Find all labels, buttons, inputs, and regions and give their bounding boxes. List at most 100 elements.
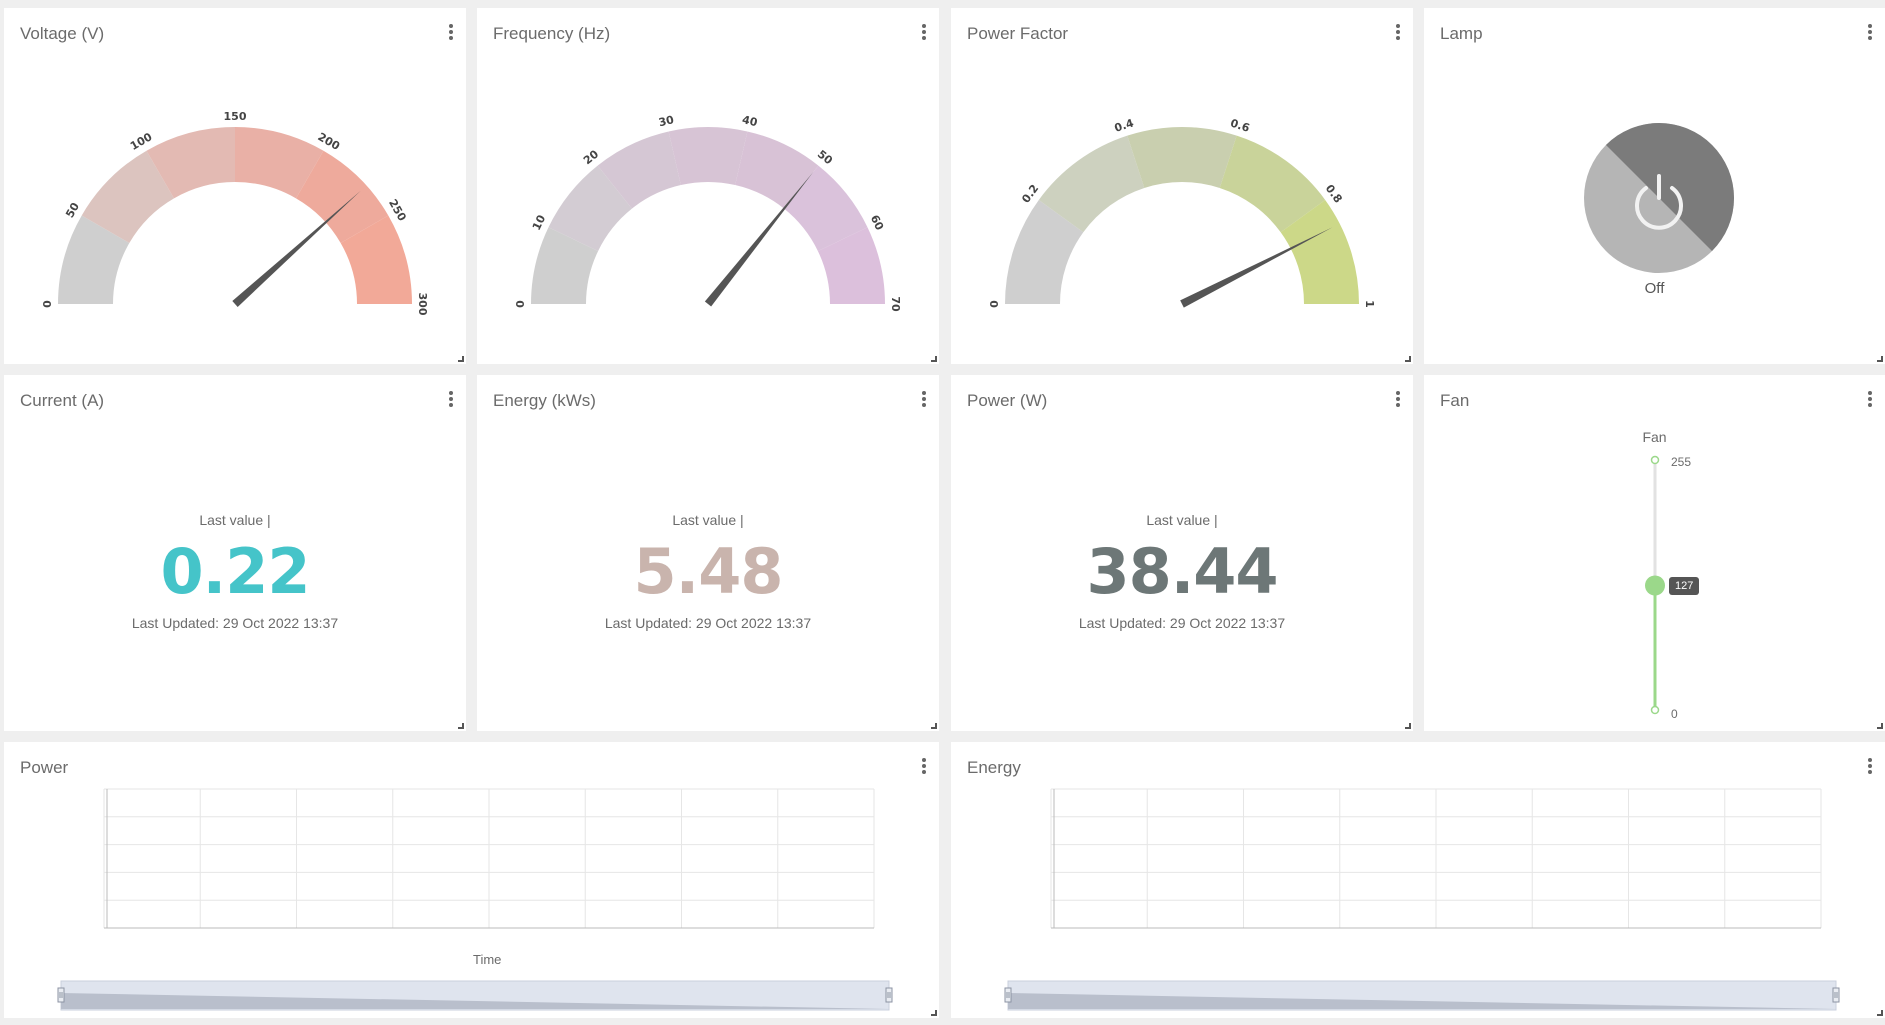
- lamp-toggle-button[interactable]: [1579, 118, 1739, 278]
- last-updated-text: Last Updated: 29 Oct 2022 13:37: [1078, 615, 1286, 631]
- card-title: Power: [20, 758, 69, 777]
- more-options-icon[interactable]: [1867, 391, 1873, 409]
- frequency-gauge-band: [668, 127, 748, 186]
- gauge-tick-label: 0.6: [1229, 116, 1252, 134]
- fan-card: Fan Fan 255 0 127: [1424, 375, 1885, 731]
- gauge-tick-label: 150: [224, 110, 247, 123]
- current-card: Current (A) Last value | 0.22 Last Updat…: [4, 375, 466, 731]
- power-factor-gauge-band: [1038, 135, 1145, 233]
- current-value: 0.22: [160, 535, 311, 608]
- resize-handle[interactable]: [458, 356, 464, 362]
- frequency-card: Frequency (Hz) 0 10 20 30 40 50 60 70: [477, 8, 939, 364]
- voltage-gauge-band: [58, 215, 130, 304]
- more-options-icon[interactable]: [1395, 24, 1401, 42]
- card-title: Lamp: [1440, 24, 1483, 43]
- power-chart-card: Power Time: [4, 742, 939, 1018]
- frequency-gauge-band: [817, 227, 885, 304]
- frequency-gauge-band: [548, 165, 632, 252]
- voltage-gauge-band: [146, 127, 235, 199]
- card-title: Fan: [1440, 391, 1470, 410]
- gauge-tick-label: 0: [41, 300, 54, 308]
- more-options-icon[interactable]: [921, 758, 927, 776]
- gauge-tick-label: 0: [988, 300, 1001, 308]
- more-options-icon[interactable]: [448, 24, 454, 42]
- slider-handle[interactable]: [1645, 575, 1665, 596]
- more-options-icon[interactable]: [921, 391, 927, 409]
- card-title: Power Factor: [967, 24, 1069, 43]
- resize-handle[interactable]: [931, 1010, 937, 1016]
- slider-max-dot: [1650, 455, 1660, 465]
- resize-handle[interactable]: [1405, 723, 1411, 729]
- slider-title: Fan: [1642, 429, 1667, 445]
- power-icon: [1635, 174, 1683, 230]
- frequency-gauge: 0 10 20 30 40 50 60 70: [514, 113, 902, 312]
- last-updated-text: Last Updated: 29 Oct 2022 13:37: [131, 615, 339, 631]
- power-w-card: Power (W) Last value | 38.44 Last Update…: [951, 375, 1413, 731]
- frequency-gauge-band: [531, 227, 599, 304]
- slider-min-dot: [1650, 705, 1660, 715]
- resize-handle[interactable]: [1405, 356, 1411, 362]
- resize-handle[interactable]: [931, 356, 937, 362]
- navigator-series: [61, 993, 889, 1009]
- energy-kws-card: Energy (kWs) Last value | 5.48 Last Upda…: [477, 375, 939, 731]
- gauge-tick-label: 60: [868, 213, 887, 233]
- card-title: Frequency (Hz): [493, 24, 611, 43]
- resize-handle[interactable]: [458, 723, 464, 729]
- lamp-card: Lamp Off: [1424, 8, 1885, 364]
- navigator-series: [1008, 993, 1836, 1009]
- resize-handle[interactable]: [1877, 723, 1883, 729]
- gauge-tick-label: 30: [657, 113, 675, 129]
- power-value: 38.44: [1086, 535, 1278, 608]
- frequency-gauge-band: [735, 131, 819, 209]
- power-factor-gauge-band: [1219, 135, 1326, 233]
- voltage-gauge-band: [340, 215, 412, 304]
- power-factor-gauge: 00.20.4 0.60.81: [988, 116, 1376, 308]
- navigator-handle[interactable]: [1004, 987, 1012, 1003]
- last-value-label: Last value |: [672, 512, 744, 528]
- gauge-tick-label: 0.4: [1113, 116, 1136, 134]
- last-updated-text: Last Updated: 29 Oct 2022 13:37: [604, 615, 812, 631]
- card-title: Voltage (V): [20, 24, 105, 43]
- power-factor-gauge-band: [1127, 126, 1237, 188]
- gauge-tick-label: 40: [741, 113, 759, 129]
- more-options-icon[interactable]: [1395, 391, 1401, 409]
- navigator-handle[interactable]: [1832, 987, 1840, 1003]
- gauge-tick-label: 1: [1363, 300, 1376, 308]
- power-factor-card: Power Factor 0 0.2 0.4 0.6 0.8 1: [951, 8, 1413, 364]
- voltage-gauge-band: [296, 150, 389, 243]
- resize-handle[interactable]: [1877, 1010, 1883, 1016]
- power-factor-gauge-band: [1005, 199, 1084, 304]
- card-title: Power (W): [967, 391, 1048, 410]
- card-title: Energy (kWs): [493, 391, 596, 410]
- gauge-tick-label: 10: [530, 213, 549, 233]
- card-title: Energy: [967, 758, 1021, 777]
- more-options-icon[interactable]: [1867, 24, 1873, 42]
- last-value-label: Last value |: [1146, 512, 1218, 528]
- navigator-handle[interactable]: [885, 987, 893, 1003]
- power-factor-gauge-band: [1280, 199, 1359, 304]
- frequency-gauge-band: [784, 165, 868, 252]
- slider-max-label: 255: [1671, 455, 1692, 469]
- more-options-icon[interactable]: [448, 391, 454, 409]
- energy-chart-card: Energy: [951, 742, 1885, 1018]
- resize-handle[interactable]: [1877, 356, 1883, 362]
- power-factor-gauge-needle: [1180, 227, 1333, 308]
- more-options-icon[interactable]: [1867, 758, 1873, 776]
- voltage-gauge-needle: [232, 190, 361, 307]
- slider-min-label: 0: [1671, 707, 1678, 721]
- gauge-tick-label: 50: [63, 200, 82, 220]
- navigator-handle[interactable]: [57, 987, 65, 1003]
- gauge-tick-label: 0: [514, 300, 527, 308]
- slider-value-badge: 127: [1669, 576, 1700, 595]
- voltage-gauge-band: [235, 127, 324, 199]
- energy-value: 5.48: [633, 535, 784, 608]
- gauge-tick-label: 300: [416, 293, 429, 316]
- more-options-icon[interactable]: [921, 24, 927, 42]
- fan-slider[interactable]: [1635, 455, 1675, 725]
- card-title: Current (A): [20, 391, 105, 410]
- resize-handle[interactable]: [931, 723, 937, 729]
- gauge-tick-label: 20: [581, 147, 601, 167]
- power-line-chart: [57, 788, 893, 1011]
- voltage-card: Voltage (V) 0 50 100 150 200 250 300: [4, 8, 466, 364]
